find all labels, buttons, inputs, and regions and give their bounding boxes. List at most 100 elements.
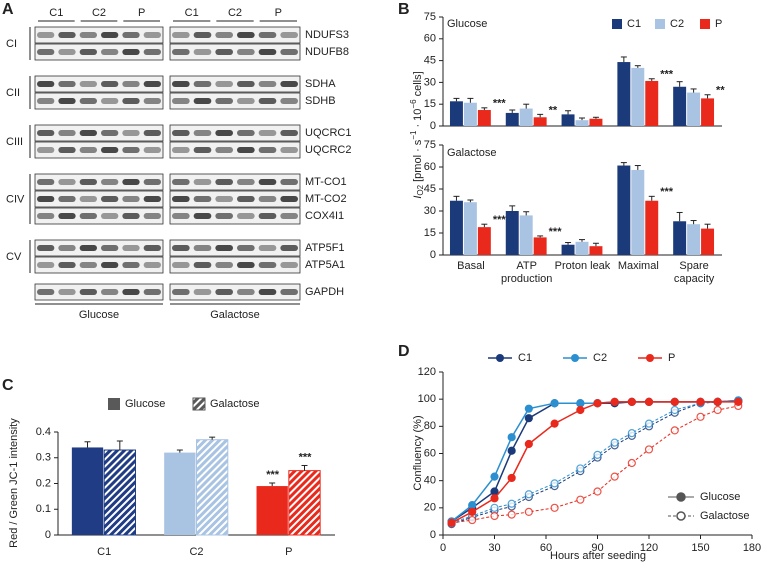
blot-band — [193, 289, 212, 295]
point — [490, 487, 499, 496]
y-tick-label: 60 — [424, 161, 436, 173]
y-label-part: −1 — [409, 130, 418, 140]
blot-band — [79, 49, 97, 55]
blot-band — [58, 130, 76, 136]
complex-label: CV — [6, 251, 22, 263]
blot-band — [101, 147, 119, 153]
blot-band — [58, 289, 76, 295]
point — [524, 404, 533, 413]
legend-label: P — [668, 352, 675, 364]
blot-band — [172, 196, 190, 202]
blot-band — [101, 179, 119, 185]
blot-strip — [34, 173, 164, 191]
blot-band — [237, 289, 255, 295]
point — [576, 495, 585, 504]
point — [507, 433, 516, 442]
bar — [631, 67, 645, 126]
blot-band — [79, 262, 97, 268]
blot-band — [215, 49, 233, 55]
legend-label: C1 — [518, 352, 532, 364]
blot-band — [122, 81, 140, 87]
point — [610, 472, 619, 481]
point — [447, 518, 456, 527]
blot-band — [172, 213, 190, 219]
blot-band — [122, 147, 140, 153]
y-tick-label: 0 — [430, 529, 436, 541]
x-tick-label: 180 — [743, 542, 761, 554]
blot-band — [79, 179, 97, 185]
y-tick-label: 0 — [45, 529, 51, 541]
y-label-part: −6 — [409, 99, 418, 109]
bar — [164, 452, 196, 535]
x-tick-label-box: Proton leak — [555, 260, 611, 272]
y-label-part: [pmol · s — [412, 139, 424, 185]
blot-band — [172, 32, 190, 38]
y-axis-label: Red / Green JC-1 intensity — [8, 418, 20, 548]
bar — [449, 101, 463, 126]
blot-band — [172, 262, 190, 268]
point — [627, 458, 636, 468]
blot-band — [258, 81, 277, 87]
bar — [701, 228, 715, 255]
panel-letter: C — [2, 377, 14, 394]
blot-band — [237, 49, 255, 55]
blot-band — [258, 130, 277, 136]
blot-band — [193, 81, 212, 87]
complex-label: CIII — [6, 136, 23, 148]
y-tick-label: 15 — [424, 227, 436, 239]
point — [713, 405, 722, 415]
point — [610, 438, 619, 447]
y-axis-label: Confluency (%) — [412, 415, 424, 490]
x-tick-label: 60 — [540, 542, 552, 554]
point — [627, 429, 636, 438]
blot-band — [37, 213, 55, 219]
blot-band — [237, 179, 255, 185]
legend-label: C1 — [627, 18, 641, 30]
bar — [449, 200, 463, 255]
protein-label: UQCRC2 — [305, 144, 351, 156]
panel-letter: D — [398, 343, 410, 360]
blot-band — [258, 49, 277, 55]
protein-label: SDHB — [305, 95, 336, 107]
y-tick-label: 0.1 — [36, 503, 51, 515]
blot-band — [58, 213, 76, 219]
blot-band — [37, 98, 55, 104]
blot-band — [101, 98, 119, 104]
bar — [687, 92, 701, 126]
blot-band — [101, 213, 119, 219]
y-tick-label: 15 — [424, 98, 436, 110]
blot-band — [215, 289, 233, 295]
legend-label: C2 — [593, 352, 607, 364]
bar — [701, 98, 715, 126]
y-tick-label: 0 — [430, 249, 436, 261]
blot-band — [143, 32, 161, 38]
point — [468, 507, 477, 517]
y-tick-label: 45 — [424, 55, 436, 67]
bar — [617, 62, 631, 126]
legend-swatch — [700, 19, 710, 29]
blot-band — [193, 213, 212, 219]
bar — [645, 80, 659, 126]
point — [490, 511, 499, 521]
blot-band — [37, 49, 55, 55]
blot-band — [237, 262, 255, 268]
blot-band — [143, 98, 161, 104]
blot-band — [37, 81, 55, 87]
x-tick-label: Spare capacity — [673, 260, 715, 285]
significance: *** — [660, 186, 674, 198]
y-tick-label: 20 — [424, 502, 436, 514]
blot-band — [58, 147, 76, 153]
bar — [533, 117, 547, 126]
blot-band — [172, 130, 190, 136]
bar — [519, 215, 533, 255]
point — [490, 503, 499, 512]
point — [550, 479, 559, 488]
blot-band — [172, 245, 190, 251]
blot-band — [280, 262, 298, 268]
y-tick-label: 0.2 — [36, 477, 51, 489]
blot-band — [143, 213, 161, 219]
blot-band — [143, 179, 161, 185]
legend-marker — [571, 354, 579, 362]
blot-band — [122, 213, 140, 219]
